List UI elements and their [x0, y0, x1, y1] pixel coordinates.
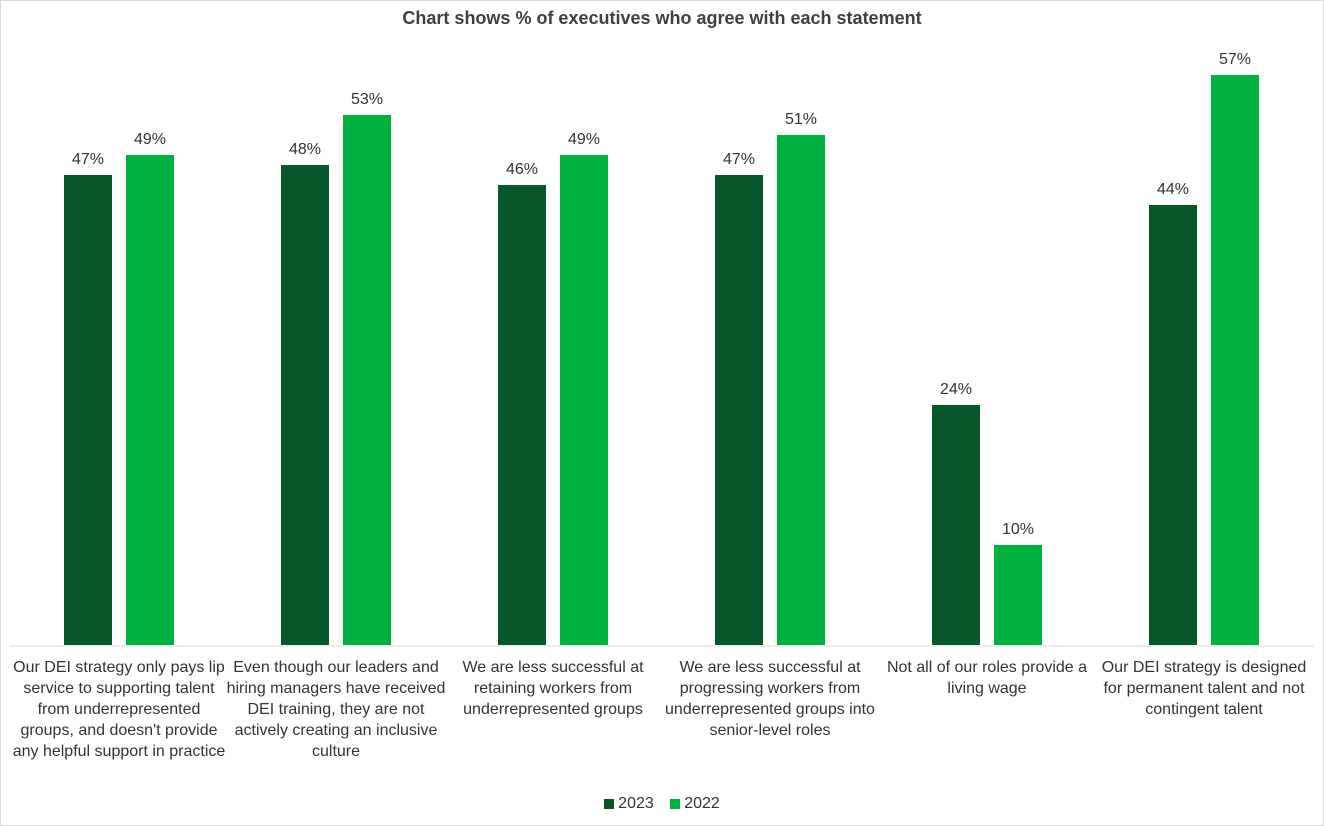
category-label-4: We are less successful at progressing wo…: [665, 659, 875, 739]
legend-swatch-2023: [604, 799, 615, 809]
value-label-2022-6: 57%: [1219, 51, 1251, 68]
value-label-2022-1: 49%: [134, 131, 166, 148]
bar-2022-1: [126, 155, 174, 645]
bar-2022-5: [994, 545, 1042, 645]
category-label-3: We are less successful at retaining work…: [462, 659, 644, 718]
value-label-2023-1: 47%: [72, 151, 104, 168]
legend-entry-2022: 2022: [670, 795, 720, 813]
bar-2022-6: [1211, 75, 1259, 645]
legend-swatch-2022: [670, 799, 681, 809]
category-label-6: Our DEI strategy is designed for permane…: [1101, 659, 1307, 718]
category-label-2: Even though our leaders and hiring manag…: [226, 659, 446, 760]
legend-label-2023: 2023: [618, 795, 654, 812]
bar-2023-5: [932, 405, 980, 645]
value-label-2022-3: 49%: [568, 131, 600, 148]
category-label-1: Our DEI strategy only pays lip service t…: [12, 659, 226, 760]
bar-2022-4: [777, 135, 825, 645]
bar-2023-6: [1149, 205, 1197, 645]
value-label-2023-5: 24%: [940, 381, 972, 398]
legend: 2023 2022: [0, 795, 1324, 814]
value-labels-layer: 47% 48% 46% 47% 24% 44% 49% 53% 49% 51% 10% 57%: [72, 51, 1251, 538]
value-label-2022-2: 53%: [351, 91, 383, 108]
bar-2023-3: [498, 185, 546, 645]
value-label-2023-6: 44%: [1157, 181, 1189, 198]
category-labels: Our DEI strategy only pays lip service t…: [0, 657, 1324, 792]
bar-2022-2: [343, 115, 391, 645]
bar-2023-2: [281, 165, 329, 645]
value-label-2023-4: 47%: [723, 151, 755, 168]
bar-2022-3: [560, 155, 608, 645]
legend-entry-2023: 2023: [604, 795, 654, 813]
bar-2023-4: [715, 175, 763, 645]
bars-layer: [64, 75, 1259, 645]
chart-title: Chart shows % of executives who agree wi…: [402, 8, 922, 28]
value-label-2023-2: 48%: [289, 141, 321, 158]
value-label-2022-4: 51%: [785, 111, 817, 128]
bar-2023-1: [64, 175, 112, 645]
value-label-2022-5: 10%: [1002, 521, 1034, 538]
value-label-2023-3: 46%: [506, 161, 538, 178]
category-label-5: Not all of our roles provide a living wa…: [886, 659, 1088, 697]
legend-label-2022: 2022: [684, 795, 720, 812]
